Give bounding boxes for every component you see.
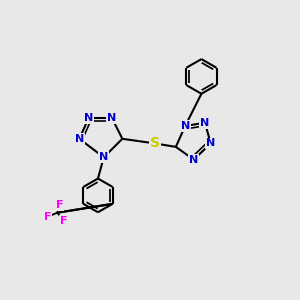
Text: F: F (56, 200, 63, 210)
Text: F: F (60, 216, 68, 226)
Text: N: N (206, 138, 215, 148)
Text: N: N (75, 134, 84, 144)
Text: N: N (107, 113, 116, 123)
Text: N: N (200, 118, 209, 128)
Text: N: N (181, 121, 190, 131)
Text: N: N (84, 113, 93, 123)
Text: F: F (44, 212, 51, 222)
Text: S: S (150, 136, 160, 150)
Text: N: N (189, 154, 198, 165)
Text: N: N (99, 152, 108, 162)
